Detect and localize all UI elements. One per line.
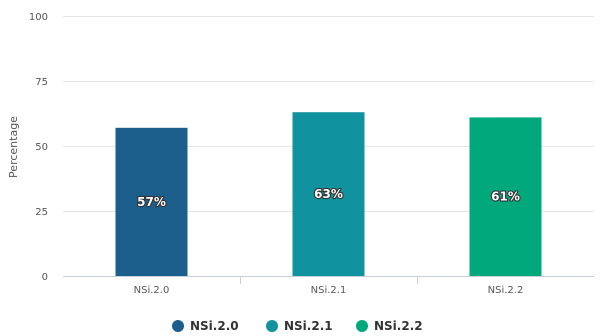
legend-label: NSi.2.1 <box>284 319 333 333</box>
legend-item[interactable]: NSi.2.2 <box>356 319 423 333</box>
x-tick-label: NSi.2.1 <box>311 285 347 296</box>
x-axis-ticks: NSi.2.0 NSi.2.1 NSi.2.2 <box>134 276 524 296</box>
y-tick-label: 50 <box>35 142 48 153</box>
y-tick-label: 0 <box>42 272 48 283</box>
x-tick-label: NSi.2.2 <box>488 285 524 296</box>
legend-marker <box>172 320 184 332</box>
data-label: 61% <box>491 190 520 204</box>
data-label: 57% <box>137 195 166 209</box>
legend-item[interactable]: NSi.2.0 <box>172 319 239 333</box>
legend-label: NSi.2.0 <box>190 319 239 333</box>
y-tick-label: 75 <box>35 77 48 88</box>
bar[interactable] <box>292 112 365 276</box>
bar[interactable] <box>469 117 542 277</box>
bar[interactable] <box>115 127 188 276</box>
data-label: 63% <box>314 187 343 201</box>
y-tick-label: 25 <box>35 207 48 218</box>
bars <box>115 112 542 277</box>
legend-item[interactable]: NSi.2.1 <box>266 319 333 333</box>
y-axis-ticks: 0 25 50 75 100 <box>29 12 48 283</box>
legend-marker <box>356 320 368 332</box>
data-labels: 57% 63% 61% <box>136 186 521 210</box>
legend-label: NSi.2.2 <box>374 319 423 333</box>
legend-marker <box>266 320 278 332</box>
legend: NSi.2.0 NSi.2.1 NSi.2.2 <box>172 319 423 333</box>
y-axis-title: Percentage <box>7 116 20 178</box>
y-tick-label: 100 <box>29 12 48 23</box>
x-tick-label: NSi.2.0 <box>134 285 170 296</box>
